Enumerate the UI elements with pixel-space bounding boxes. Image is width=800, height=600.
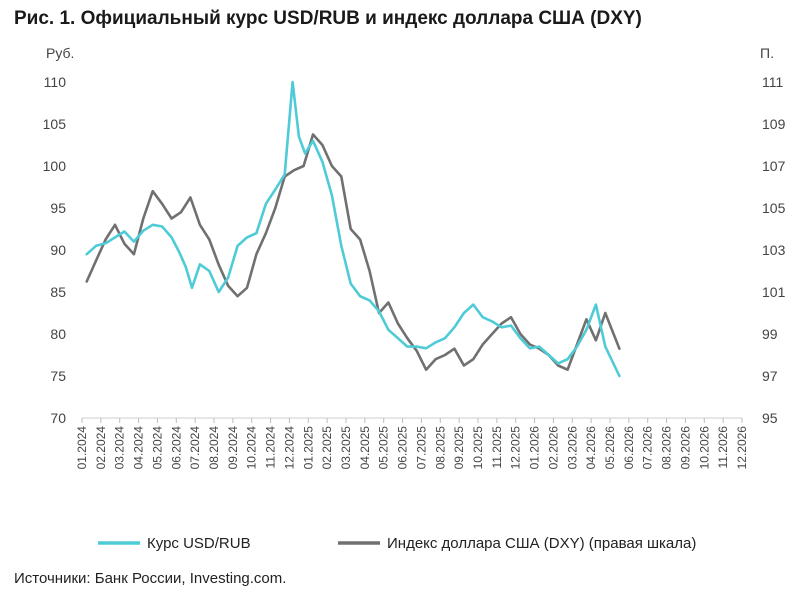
left-axis-tick-label: 70: [50, 410, 66, 426]
left-axis-unit: Руб.: [46, 45, 74, 61]
x-axis-tick-label: 07.2024: [188, 426, 202, 470]
x-axis-tick-label: 11.2026: [716, 426, 730, 469]
x-axis-tick-label: 11.2025: [490, 426, 504, 469]
left-axis-tick-label: 75: [50, 368, 66, 384]
left-axis-tick-label: 110: [44, 74, 67, 90]
x-axis-tick-label: 04.2024: [132, 426, 146, 470]
x-axis-tick-label: 08.2024: [207, 426, 221, 470]
right-axis-tick-label: 105: [762, 200, 786, 216]
x-axis-tick-label: 10.2024: [245, 426, 259, 470]
legend: Курс USD/RUB Индекс доллара США (DXY) (п…: [98, 535, 696, 552]
x-axis-tick-label: 01.2026: [528, 426, 542, 470]
legend-label-usdrub: Курс USD/RUB: [147, 535, 251, 552]
x-axis-tick-label: 10.2025: [471, 426, 485, 470]
line-chart: Руб. П. 70 75 80 85 90 95 100 105 110 95 97 99 101 1…: [43, 45, 786, 552]
right-axis-tick-label: 101: [762, 284, 786, 300]
x-axis-tick-label: 05.2024: [150, 426, 164, 470]
source-note: Источники: Банк России, Investing.com.: [14, 570, 287, 587]
x-axis-tick-label: 01.2025: [301, 426, 315, 470]
series-lines: [85, 80, 621, 378]
right-axis-tick-label: 111: [762, 74, 783, 90]
x-axis-tick-label: 03.2024: [113, 426, 127, 470]
x-axis-tick-label: 05.2025: [377, 426, 391, 470]
x-axis-tick-label: 07.2026: [641, 426, 655, 470]
right-axis-tick-label: 95: [762, 410, 778, 426]
x-axis-tick-label: 09.2024: [226, 426, 240, 470]
chart-title: Рис. 1. Официальный курс USD/RUB и индек…: [14, 8, 642, 29]
x-axis-ticks: 01.2024 02.2024 03.2024 04.2024 05.2024 06.20…: [75, 418, 749, 469]
series-dxy-line: [85, 133, 621, 372]
x-axis-tick-label: 12.2024: [282, 426, 296, 470]
x-axis-tick-label: 05.2026: [603, 426, 617, 470]
x-axis-tick-label: 01.2024: [75, 426, 89, 470]
x-axis-tick-label: 06.2024: [169, 426, 183, 470]
x-axis-tick-label: 02.2026: [546, 426, 560, 470]
right-axis-tick-label: 97: [762, 368, 778, 384]
x-axis-tick-label: 12.2025: [509, 426, 523, 470]
right-axis-ticks: 95 97 99 101 103 105 107 109 111: [762, 74, 786, 426]
x-axis-tick-label: 12.2026: [735, 426, 749, 470]
right-axis-tick-label: 109: [762, 116, 786, 132]
left-axis-tick-label: 100: [43, 158, 67, 174]
left-axis-tick-label: 105: [43, 116, 67, 132]
x-axis-tick-label: 10.2026: [697, 426, 711, 470]
x-axis-tick-label: 08.2026: [660, 426, 674, 470]
x-axis-tick-label: 03.2025: [339, 426, 353, 470]
left-axis-tick-label: 85: [50, 284, 66, 300]
x-axis-tick-label: 04.2026: [584, 426, 598, 470]
left-axis-tick-label: 95: [50, 200, 66, 216]
x-axis-tick-label: 11.2024: [264, 426, 278, 469]
left-axis-ticks: 70 75 80 85 90 95 100 105 110: [43, 74, 67, 426]
left-axis-tick-label: 90: [50, 242, 66, 258]
x-axis-tick-label: 09.2025: [452, 426, 466, 470]
x-axis-tick-label: 07.2025: [414, 426, 428, 470]
left-axis-tick-label: 80: [50, 326, 66, 342]
x-axis-tick-label: 02.2025: [320, 426, 334, 470]
right-axis-unit: П.: [760, 45, 774, 61]
x-axis-tick-label: 08.2025: [433, 426, 447, 470]
x-axis-tick-label: 03.2026: [565, 426, 579, 470]
right-axis-tick-label: 107: [762, 158, 786, 174]
right-axis-tick-label: 103: [762, 242, 786, 258]
x-axis-tick-label: 06.2025: [396, 426, 410, 470]
x-axis-tick-label: 09.2026: [678, 426, 692, 470]
series-usdrub-line: [85, 80, 621, 378]
x-axis-tick-label: 02.2024: [94, 426, 108, 470]
x-axis-tick-label: 04.2025: [358, 426, 372, 470]
x-axis-tick-label: 06.2026: [622, 426, 636, 470]
legend-label-dxy: Индекс доллара США (DXY) (правая шкала): [387, 535, 696, 552]
right-axis-tick-label: 99: [762, 326, 778, 342]
